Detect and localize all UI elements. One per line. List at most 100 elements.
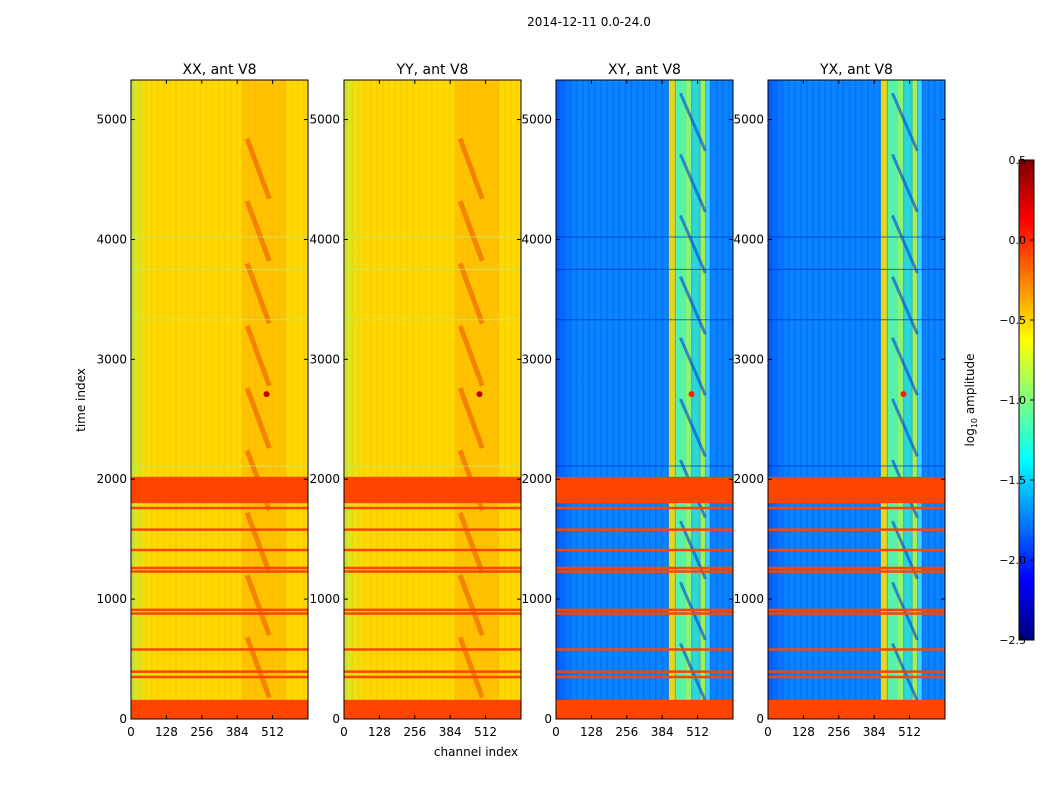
heatmap-ridge (891, 337, 919, 396)
heatmap-ridge (244, 387, 272, 449)
panel-4: YX, ant V8 0 1000 2000 3000 4000 5000 0 128 256 38… (733, 62, 946, 739)
heatmap-image (556, 80, 733, 719)
heatmap-stripe (296, 80, 299, 719)
heatmap-stripe (655, 80, 657, 719)
heatmap-band (880, 80, 887, 719)
heatmap-ridge (679, 214, 707, 274)
flagged-band (768, 476, 945, 504)
flagged-band (344, 476, 521, 504)
heatmap-stripe (728, 80, 730, 719)
heatmap-stripe (806, 80, 808, 719)
heatmap-stripe (430, 80, 433, 719)
heatmap-stripe (836, 80, 839, 719)
heatmap-stripe (503, 80, 506, 719)
x-tick-label: 256 (827, 725, 850, 739)
heatmap-stripe (388, 80, 390, 719)
heatmap-stripe (812, 80, 814, 719)
heatmap-stripe (418, 80, 421, 719)
heatmap-stripe (563, 80, 566, 719)
heatmap-band (692, 80, 700, 719)
heatmap-ridge (244, 636, 272, 699)
y-tick-label: 3000 (96, 352, 127, 366)
heatmap-stripe (193, 80, 196, 719)
heatmap-stripe (205, 80, 208, 719)
heatmap-ridge (457, 262, 485, 325)
heatmap-stripe (775, 80, 778, 719)
heatmap-stripe (369, 80, 372, 719)
heatmap-ridge (891, 92, 919, 152)
heatmap-edge (344, 80, 370, 719)
heatmap-stripe (443, 80, 445, 719)
colorbar-tick-label: −0.5 (999, 314, 1026, 327)
x-tick-label: 512 (898, 725, 921, 739)
panel-frame (130, 79, 309, 720)
heatmap-stripe (345, 80, 348, 719)
y-tick-label: 0 (544, 712, 552, 726)
heatmap-stripe (860, 80, 863, 719)
heatmap-stripe (848, 80, 851, 719)
heatmap-image (131, 80, 308, 719)
heatmap-stripe (873, 80, 875, 719)
heatmap-stripe (818, 80, 820, 719)
heatmap-ridge (457, 324, 485, 387)
heatmap-ridge (679, 92, 707, 152)
x-tick-label: 384 (226, 725, 249, 739)
heatmap-ridge (891, 398, 919, 458)
x-tick-label: 128 (792, 725, 815, 739)
heatmap-stripe (648, 80, 651, 719)
heatmap-stripe (412, 80, 415, 719)
heatmap-stripe (217, 80, 220, 719)
flagged-band (768, 699, 945, 719)
y-tick-label: 2000 (309, 472, 340, 486)
heatmap-stripe (223, 80, 226, 719)
heatmap-ridge (457, 200, 485, 262)
heatmap-ridge (244, 137, 272, 200)
colorbar-ticks: 0.5 0.0 −0.5 −1.0 −1.5 −2.0 −2.5 (999, 154, 1034, 647)
colorbar-label-subscript: 10 (970, 418, 979, 428)
heatmap-stripe (842, 80, 845, 719)
heatmap-band (897, 80, 904, 719)
y-tick-label: 5000 (96, 113, 127, 127)
heatmap-stripe (594, 80, 596, 719)
colorbar: 0.5 0.0 −0.5 −1.0 −1.5 −2.0 −2.5 log10 amplitu… (963, 154, 1035, 647)
panel-title: XX, ant V8 (183, 62, 257, 78)
heatmap-stripe (800, 80, 802, 719)
x-tick-label: 0 (340, 725, 348, 739)
heatmap-stripe (163, 80, 165, 719)
y-tick-label: 0 (119, 712, 127, 726)
heatmap-stripe (715, 80, 718, 719)
heatmap-stripe (557, 80, 560, 719)
heatmap-stripe (781, 80, 784, 719)
y-tick-label: 1000 (733, 592, 764, 606)
heatmap-stripe (144, 80, 147, 719)
heatmap-stripe (376, 80, 378, 719)
colorbar-tick-label: −2.0 (999, 554, 1026, 567)
y-tick-label: 5000 (733, 113, 764, 127)
heatmap-stripe (618, 80, 621, 719)
panel-title: XY, ant V8 (608, 62, 681, 78)
heatmap-stripe (199, 80, 202, 719)
heatmap-ridge (244, 262, 272, 325)
heatmap-stripe (138, 80, 141, 719)
heatmap-stripe (588, 80, 590, 719)
heatmap-stripe (575, 80, 578, 719)
heatmap-stripe (406, 80, 409, 719)
heatmap-stripe (793, 80, 796, 719)
heatmap-image (344, 80, 521, 719)
heatmap-stripe (132, 80, 135, 719)
heatmap-ridge (679, 276, 707, 335)
heatmap-stripe (921, 80, 924, 719)
colorbar-tick-label: −2.5 (999, 634, 1026, 647)
heatmap-band (912, 80, 918, 719)
heatmap-stripe (769, 80, 772, 719)
y-tick-label: 1000 (96, 592, 127, 606)
heatmap-stripe (612, 80, 614, 719)
colorbar-tick-label: 0.0 (1009, 234, 1027, 247)
figure-suptitle: 2014-12-11 0.0-24.0 (527, 15, 651, 29)
x-tick-label: 384 (863, 725, 886, 739)
colorbar-tick-label: 0.5 (1009, 154, 1027, 167)
heatmap-stripe (667, 80, 669, 719)
heatmap-stripe (879, 80, 881, 719)
heatmap-stripe (382, 80, 384, 719)
